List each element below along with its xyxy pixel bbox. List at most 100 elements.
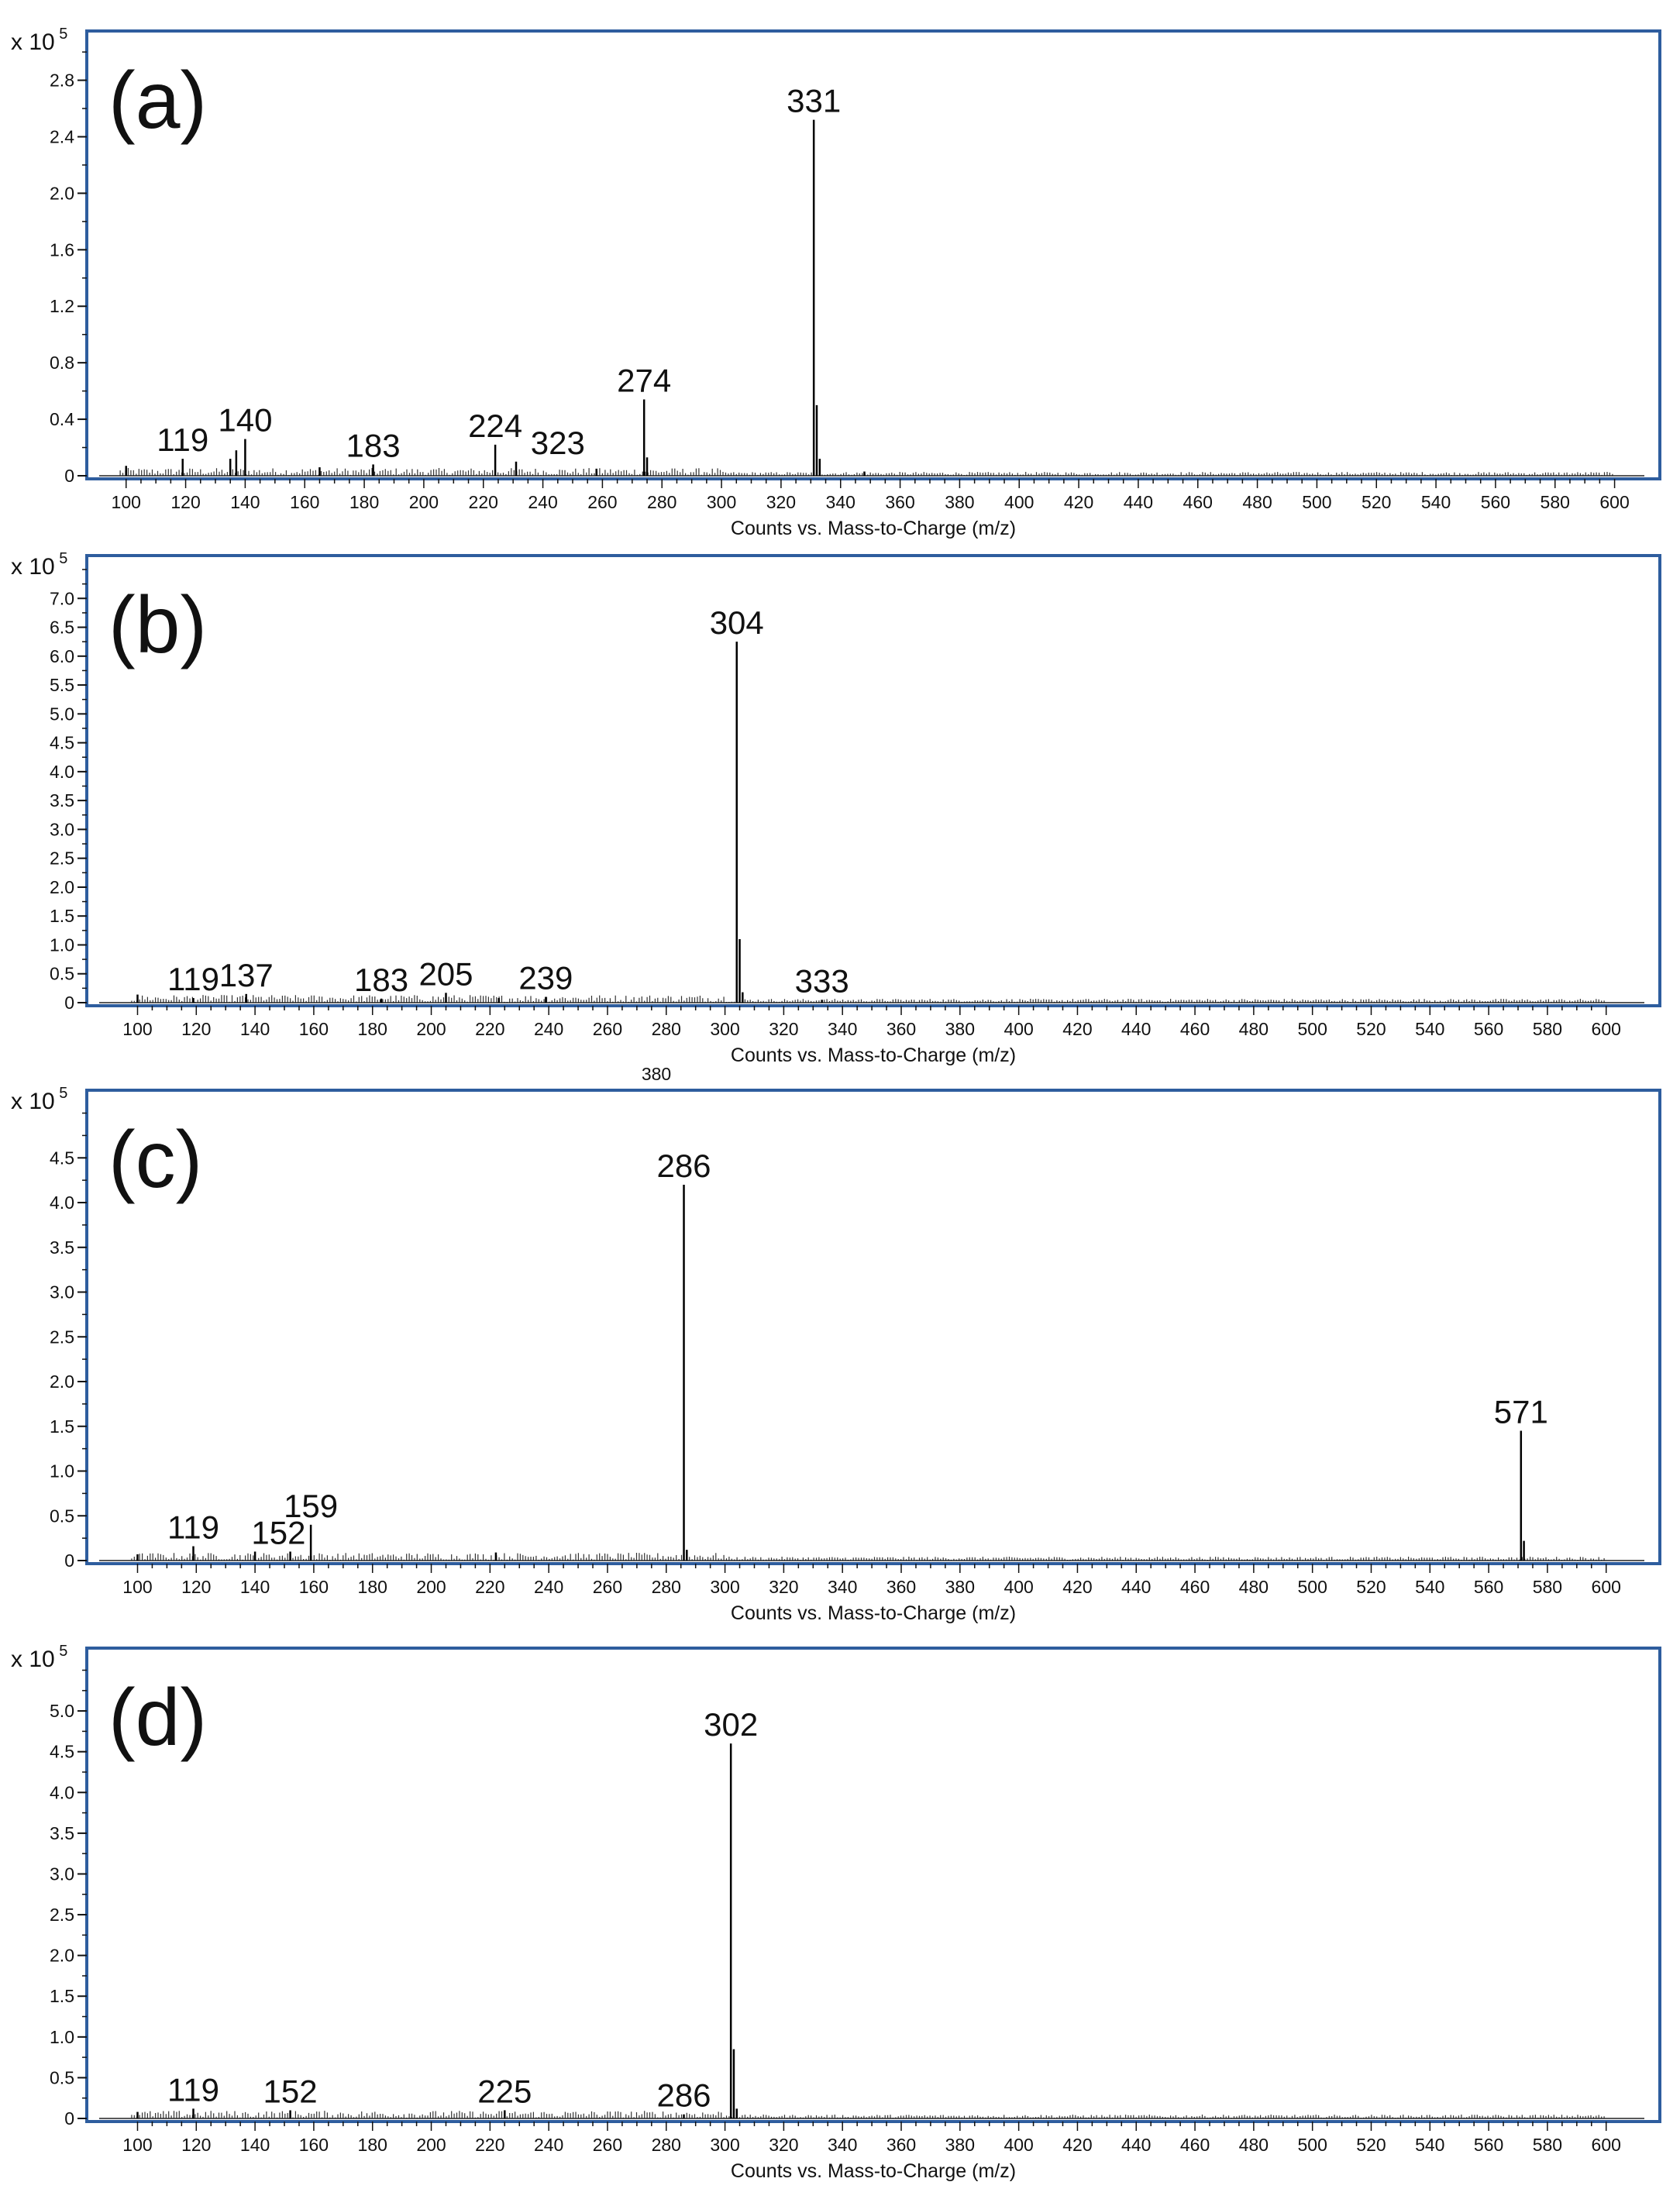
y-tick-label: 6.0 — [50, 646, 74, 666]
y-tick-label: 4.0 — [50, 762, 74, 782]
x-tick-label: 160 — [290, 492, 319, 512]
panel-label: (a) — [108, 56, 207, 146]
x-tick-label: 220 — [475, 1577, 504, 1597]
peak-label: 137 — [219, 957, 274, 993]
x-tick-label: 380 — [945, 1019, 975, 1039]
x-tick-label: 200 — [416, 1577, 446, 1597]
peak-label: 119 — [157, 422, 208, 458]
x-tick-label: 520 — [1356, 1019, 1386, 1039]
x-tick-label: 120 — [181, 2135, 211, 2155]
x-tick-label: 500 — [1297, 1577, 1327, 1597]
x-tick-label: 580 — [1533, 2135, 1562, 2155]
plot-frame — [85, 554, 1661, 1007]
x-tick-label: 580 — [1533, 1019, 1562, 1039]
x-tick-label: 160 — [299, 1019, 329, 1039]
x-tick-label: 180 — [349, 492, 379, 512]
x-tick-label: 420 — [1064, 492, 1093, 512]
peak-label: 119 — [167, 961, 219, 997]
x-tick-label: 540 — [1421, 492, 1451, 512]
y-tick-label: 1.5 — [50, 1416, 74, 1437]
peak-label: 152 — [251, 1514, 305, 1550]
chart-panel-a: 0 0.4 0.8 1.2 1.6 2.0 2.4 2.8 100 120 140 160 180 200… — [11, 26, 1661, 539]
x-tick-label: 540 — [1415, 2135, 1444, 2155]
peak-label: 140 — [218, 402, 272, 439]
x-tick-label: 420 — [1062, 2135, 1092, 2155]
peak-label: 159 — [284, 1488, 338, 1524]
x-tick-label: 340 — [828, 2135, 857, 2155]
y-tick-label: 0 — [64, 993, 74, 1013]
peak-label: 302 — [704, 1706, 758, 1743]
y-tick-label: 3.5 — [50, 1823, 74, 1843]
x-tick-label: 240 — [528, 492, 557, 512]
x-tick-label: 100 — [122, 1019, 152, 1039]
x-tick-label: 400 — [1004, 1019, 1033, 1039]
y-tick-label: 0 — [64, 2108, 74, 2129]
y-multiplier: x 10 5 — [11, 1643, 67, 1672]
x-tick-label: 140 — [230, 492, 260, 512]
x-tick-label: 340 — [828, 1019, 857, 1039]
x-tick-label: 100 — [122, 1577, 152, 1597]
y-tick-label: 3.0 — [50, 819, 74, 839]
y-multiplier-exponent: 5 — [55, 1085, 68, 1102]
peak-label: 119 — [167, 1509, 219, 1546]
y-tick-label: 2.5 — [50, 1905, 74, 1925]
x-tick-label: 500 — [1302, 492, 1331, 512]
y-tick-label: 2.0 — [50, 1946, 74, 1966]
y-tick-label: 2.0 — [50, 877, 74, 897]
x-tick-label: 220 — [475, 1019, 504, 1039]
peak-label: 331 — [787, 83, 841, 119]
y-tick-label: 1.0 — [50, 2027, 74, 2047]
peak-label: 183 — [354, 962, 408, 998]
chart-panel-d: 0 0.5 1.0 1.5 2.0 2.5 3.0 3.5 4.0 4.5 5.0 100 120 140… — [11, 1643, 1661, 2182]
x-tick-label: 420 — [1062, 1019, 1092, 1039]
x-tick-label: 400 — [1004, 1577, 1033, 1597]
x-tick-label: 400 — [1004, 492, 1034, 512]
panel-label: (d) — [108, 1673, 207, 1763]
y-tick-label: 1.2 — [50, 296, 74, 316]
x-tick-label: 200 — [416, 2135, 446, 2155]
x-tick-label: 160 — [299, 1577, 329, 1597]
y-tick-label: 4.0 — [50, 1782, 74, 1802]
x-tick-label: 380 — [945, 2135, 975, 2155]
x-tick-label: 140 — [240, 2135, 270, 2155]
peak-label: 304 — [710, 604, 764, 641]
x-tick-label: 300 — [710, 1577, 739, 1597]
x-tick-label: 600 — [1592, 1577, 1621, 1597]
x-tick-label: 280 — [652, 2135, 681, 2155]
x-tick-label: 100 — [122, 2135, 152, 2155]
peak-label: 239 — [518, 960, 573, 996]
x-tick-label: 320 — [769, 2135, 798, 2155]
y-multiplier: x 10 5 — [11, 26, 67, 55]
y-multiplier-exponent: 5 — [55, 1643, 68, 1660]
y-tick-label: 3.5 — [50, 1237, 74, 1258]
x-tick-label: 300 — [707, 492, 736, 512]
x-tick-label: 460 — [1180, 1577, 1210, 1597]
panel-label: (c) — [108, 1115, 202, 1205]
y-multiplier-exponent: 5 — [55, 550, 68, 567]
x-axis-label: Counts vs. Mass-to-Charge (m/z) — [731, 2160, 1016, 2182]
y-tick-label: 5.0 — [50, 704, 74, 724]
plot-frame — [85, 1647, 1661, 2123]
x-tick-label: 120 — [181, 1019, 211, 1039]
x-axis-label: Counts vs. Mass-to-Charge (m/z) — [731, 518, 1016, 539]
x-tick-label: 440 — [1121, 1577, 1151, 1597]
peak-label: 225 — [477, 2073, 532, 2109]
x-tick-label: 220 — [475, 2135, 504, 2155]
x-tick-label: 500 — [1297, 1019, 1327, 1039]
y-tick-label: 1.6 — [50, 239, 74, 260]
y-tick-label: 2.0 — [50, 1371, 74, 1392]
x-tick-label: 120 — [170, 492, 200, 512]
plot-frame — [85, 1089, 1661, 1565]
x-tick-label: 540 — [1415, 1577, 1444, 1597]
stray-annotation: 380 — [642, 1064, 671, 1084]
x-tick-label: 280 — [652, 1019, 681, 1039]
peak-label: 183 — [346, 427, 401, 463]
x-tick-label: 260 — [593, 2135, 622, 2155]
y-tick-label: 1.5 — [50, 906, 74, 926]
y-tick-label: 2.8 — [50, 71, 74, 91]
x-tick-label: 360 — [886, 1019, 916, 1039]
chart-panel-b: 0 0.5 1.0 1.5 2.0 2.5 3.0 3.5 4.0 4.5 5.0 5.5 6.0 6.5… — [11, 550, 1661, 1066]
y-tick-label: 4.5 — [50, 1148, 74, 1168]
x-tick-label: 320 — [769, 1577, 798, 1597]
x-tick-label: 480 — [1239, 2135, 1269, 2155]
